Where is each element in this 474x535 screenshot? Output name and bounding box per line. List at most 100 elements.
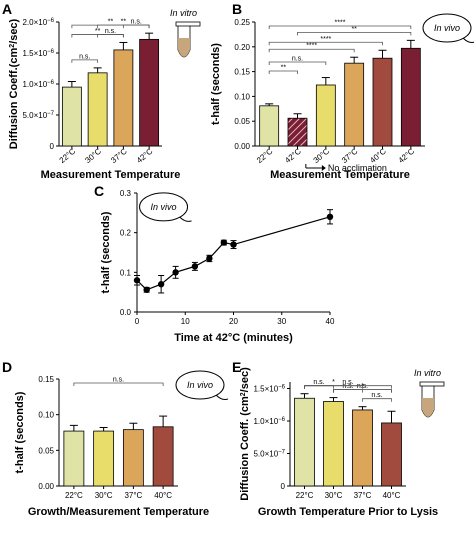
significance-bracket — [268, 41, 383, 46]
significance-label: ** — [121, 19, 127, 26]
data-point — [230, 241, 237, 248]
bar — [139, 38, 160, 147]
data-point — [143, 286, 150, 293]
annotation-label: In vivo — [187, 380, 213, 390]
x-tick-label: 40°C — [154, 491, 172, 500]
x-tick-label: 40°C — [383, 491, 401, 500]
x-axis-label: Growth Temperature Prior to Lysis — [258, 506, 438, 518]
tube-liquid — [178, 38, 190, 57]
x-axis-label: Time at 42°C (minutes) — [174, 332, 293, 344]
annotation-label: In vitro — [170, 8, 197, 18]
significance-bracket — [268, 70, 298, 74]
bar — [352, 409, 373, 487]
x-tick-label: 20 — [229, 317, 238, 326]
x-tick-label: 42°C — [397, 146, 417, 165]
y-tick-label: 1.0×10−6 — [22, 80, 54, 89]
tube-cap — [175, 21, 201, 27]
y-tick-label: 0.15 — [38, 375, 54, 384]
panel-letter-d: D — [2, 359, 12, 375]
y-axis-label: t-half (seconds) — [100, 211, 112, 293]
bar — [122, 429, 144, 487]
bar — [381, 422, 402, 487]
annotation-label: In vivo — [151, 202, 177, 212]
bar — [113, 49, 134, 147]
significance-label: n.s. — [113, 377, 124, 384]
bubble-tail — [215, 394, 229, 400]
y-tick-label: 0.10 — [38, 411, 54, 420]
x-tick-label: 37°C — [109, 146, 129, 165]
y-tick-label: 0.0 — [120, 308, 132, 317]
y-tick-label: 1.5×10−6 — [22, 49, 54, 58]
significance-bracket — [71, 59, 99, 63]
series-line — [136, 216, 331, 291]
x-tick-label: 30 — [277, 317, 286, 326]
data-point — [191, 263, 199, 270]
bar — [344, 62, 365, 147]
annotation-bubble — [175, 370, 225, 400]
significance-bracket — [304, 385, 392, 389]
x-tick-label: 22°C — [58, 146, 78, 165]
y-tick-label: 0.10 — [234, 92, 250, 101]
data-point — [133, 277, 141, 284]
significance-bracket — [268, 48, 355, 53]
x-tick-label: 42°C — [283, 146, 303, 165]
significance-bracket — [333, 389, 392, 393]
significance-label: n.s. — [105, 28, 116, 35]
x-tick-label: 40 — [326, 317, 335, 326]
bar — [87, 72, 108, 147]
y-tick-label: 0 — [281, 482, 286, 491]
y-tick-label: 0.3 — [120, 189, 132, 198]
panel-d: D 0.00 0.05 0.10 0.15 22°C 30°C 37°C 40°C n.s. Gr… — [2, 359, 229, 518]
x-tick-label: 30°C — [325, 491, 343, 500]
x-tick-label: 22°C — [296, 491, 314, 500]
bubble-tail — [179, 216, 192, 222]
significance-bracket — [362, 398, 392, 402]
x-tick-label: 37°C — [124, 491, 142, 500]
y-tick-label: 2.0×10−6 — [22, 18, 54, 27]
significance-label: n.s. — [313, 379, 324, 386]
acclimation-label: No acclimation — [328, 163, 387, 173]
y-tick-label: 0.00 — [38, 482, 54, 491]
significance-label: **** — [320, 36, 331, 43]
y-tick-label: 1.0×10−6 — [253, 417, 285, 426]
bar — [287, 117, 308, 147]
bar — [61, 86, 82, 147]
tube-cap — [419, 381, 445, 387]
significance-label: **** — [335, 20, 346, 27]
bar — [63, 430, 85, 487]
annotation-label: In vivo — [434, 23, 460, 33]
significance-label: n.s. — [371, 392, 382, 399]
bar — [152, 426, 174, 487]
x-tick-label: 22°C — [255, 146, 275, 165]
y-tick-label: 0.1 — [120, 268, 132, 277]
bubble-tail — [462, 37, 474, 43]
panel-c: C 0.0 0.1 0.2 0.3 0 10 20 30 40 Time at 42°C (min… — [94, 183, 335, 344]
y-tick-label: 0.2 — [120, 229, 132, 238]
significance-label: n.s. — [292, 56, 303, 63]
data-point — [157, 281, 165, 288]
bar — [294, 397, 315, 487]
significance-bracket — [71, 34, 124, 38]
bar — [323, 401, 344, 487]
significance-label: n.s. — [342, 383, 353, 390]
significance-label: ** — [281, 65, 287, 72]
bar — [93, 430, 115, 487]
significance-bracket — [71, 24, 150, 29]
significance-bracket — [73, 382, 164, 386]
x-tick-label: 30°C — [95, 491, 113, 500]
y-tick-label: 1.5×10−6 — [253, 385, 285, 394]
x-axis-label: Measurement Temperature — [41, 169, 181, 181]
x-tick-label: 22°C — [65, 491, 83, 500]
significance-label: ** — [95, 28, 101, 35]
panel-letter-c: C — [94, 183, 104, 199]
significance-label: n.s. — [342, 379, 353, 386]
panel-letter-a: A — [2, 1, 12, 17]
y-axis-label: t-half (seconds) — [14, 391, 26, 473]
y-tick-label: 0.05 — [38, 446, 54, 455]
y-tick-label: 0.25 — [234, 18, 250, 27]
x-axis-label: Growth/Measurement Temperature — [28, 506, 209, 518]
panel-letter-b: B — [232, 1, 242, 17]
significance-label: n.s. — [131, 19, 142, 26]
significance-label: ** — [351, 26, 357, 33]
